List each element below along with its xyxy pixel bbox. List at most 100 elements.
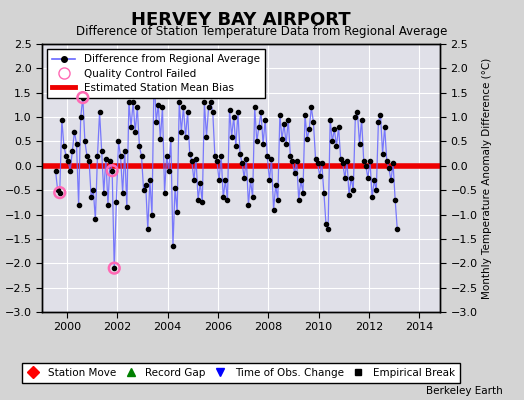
Point [238,160,246,166]
Point [343,158,351,164]
Point [284,116,292,123]
Point [150,70,158,76]
Point [104,202,112,208]
Point [91,216,100,223]
Point [81,138,89,145]
Point [380,124,389,130]
Point [276,112,284,118]
Point [125,99,133,106]
Point [294,197,303,203]
Point [242,155,250,162]
Text: Difference of Station Temperature Data from Regional Average: Difference of Station Temperature Data f… [77,25,447,38]
Point [95,109,104,116]
Point [204,104,213,110]
Point [198,199,206,206]
Point [56,190,64,196]
Point [70,128,79,135]
Point [158,104,167,110]
Point [368,194,376,201]
Point [64,158,72,164]
Point [263,153,271,159]
Point [200,99,209,106]
Point [133,104,141,110]
Point [303,136,311,142]
Point [253,138,261,145]
Point [278,136,286,142]
Point [225,106,234,113]
Point [366,158,374,164]
Point [223,197,232,203]
Point [347,175,355,181]
Point [318,160,326,166]
Title: HERVEY BAY AIRPORT: HERVEY BAY AIRPORT [131,10,351,28]
Y-axis label: Monthly Temperature Anomaly Difference (°C): Monthly Temperature Anomaly Difference (… [482,57,492,299]
Point [267,155,276,162]
Point [192,155,200,162]
Point [393,226,401,232]
Point [257,109,265,116]
Point [301,112,309,118]
Point [383,158,391,164]
Point [353,109,362,116]
Point [127,124,135,130]
Point [362,163,370,169]
Point [179,104,188,110]
Point [391,197,399,203]
Point [320,190,328,196]
Point [74,202,83,208]
Point [93,153,102,159]
Point [215,177,223,184]
Point [378,150,387,157]
Point [248,194,257,201]
Point [110,265,118,271]
Point [330,126,339,132]
Point [359,158,368,164]
Point [112,199,121,206]
Point [246,177,255,184]
Point [165,168,173,174]
Point [282,141,290,147]
Point [315,172,324,179]
Point [188,158,196,164]
Point [83,153,91,159]
Point [334,124,343,130]
Point [324,226,332,232]
Point [288,158,297,164]
Point [129,99,137,106]
Point [351,114,359,120]
Point [244,202,253,208]
Text: Berkeley Earth: Berkeley Earth [427,386,503,396]
Point [230,114,238,120]
Point [60,143,68,150]
Point [236,150,244,157]
Point [148,211,156,218]
Point [181,133,190,140]
Point [72,141,81,147]
Point [364,175,372,181]
Point [240,175,248,181]
Point [322,221,330,228]
Point [190,177,198,184]
Point [309,119,318,125]
Point [58,116,66,123]
Point [234,109,242,116]
Point [328,138,336,145]
Point [137,153,146,159]
Point [102,155,110,162]
Point [297,177,305,184]
Point [108,168,116,174]
Point [202,133,211,140]
Point [66,168,74,174]
Point [114,138,123,145]
Point [336,155,345,162]
Point [374,119,383,125]
Point [376,112,385,118]
Point [261,116,269,123]
Point [131,128,139,135]
Point [175,99,183,106]
Point [370,177,378,184]
Point [290,170,299,176]
Point [51,168,60,174]
Point [116,153,125,159]
Point [87,194,95,201]
